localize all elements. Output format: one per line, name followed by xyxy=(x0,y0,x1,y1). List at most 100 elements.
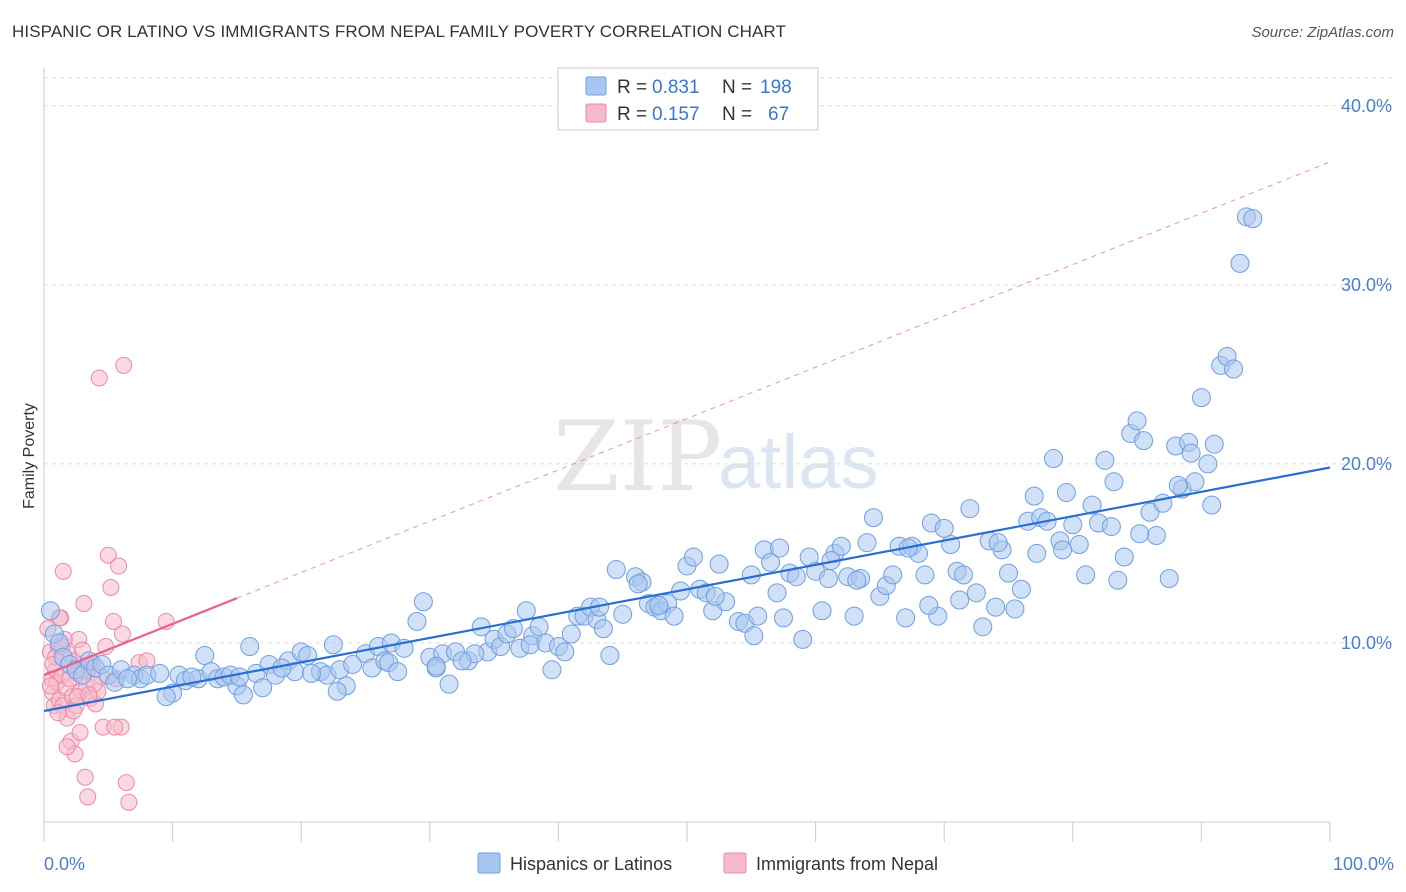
data-point-hispanic xyxy=(709,554,729,574)
legend-r-value-1: 0.831 xyxy=(652,77,700,98)
data-point-hispanic xyxy=(593,619,613,639)
data-point-hispanic xyxy=(818,568,838,588)
data-point-hispanic xyxy=(555,642,575,662)
data-point-hispanic xyxy=(1056,483,1076,503)
data-point-hispanic xyxy=(986,597,1006,617)
data-point-hispanic xyxy=(683,547,703,567)
data-point-nepal xyxy=(79,788,97,806)
data-point-nepal xyxy=(115,356,133,374)
tick-labels: 10.0% 20.0% 30.0% 40.0% 0.0% 100.0% xyxy=(44,96,1394,874)
data-point-hispanic xyxy=(1130,524,1150,544)
data-point-hispanic xyxy=(1243,209,1263,229)
data-point-hispanic xyxy=(1204,434,1224,454)
bottom-legend: Hispanics or Latinos Immigrants from Nep… xyxy=(477,852,938,874)
legend-r-value-2: 0.157 xyxy=(652,104,700,125)
data-point-hispanic xyxy=(1044,449,1064,469)
data-point-hispanic xyxy=(1224,359,1244,379)
trend-line-nepal xyxy=(43,597,238,677)
data-point-hispanic xyxy=(1108,570,1128,590)
data-point-hispanic xyxy=(1069,534,1089,554)
x-tick-label: 100.0% xyxy=(1333,854,1394,874)
data-point-hispanic xyxy=(1181,443,1201,463)
legend-n-label-2: N = xyxy=(722,104,752,125)
data-point-hispanic xyxy=(953,565,973,585)
data-point-hispanic xyxy=(863,508,883,528)
data-point-nepal xyxy=(58,738,76,756)
data-point-hispanic xyxy=(452,651,472,671)
data-point-hispanic xyxy=(628,574,648,594)
data-point-hispanic xyxy=(561,624,581,644)
watermark-atlas: atlas xyxy=(718,420,879,505)
data-point-hispanic xyxy=(1104,472,1124,492)
data-point-hispanic xyxy=(388,662,408,682)
axes xyxy=(43,68,1331,842)
data-point-hispanic xyxy=(1082,495,1102,515)
trend-lines xyxy=(43,161,1331,713)
data-point-hispanic xyxy=(1202,495,1222,515)
data-point-hispanic xyxy=(343,654,363,674)
legend: R = 0.831 N = 198 R = 0.157 N = 67 xyxy=(557,67,819,131)
data-point-hispanic xyxy=(1076,565,1096,585)
data-point-hispanic xyxy=(919,595,939,615)
data-point-hispanic xyxy=(844,606,864,626)
data-point-hispanic xyxy=(1134,431,1154,451)
data-point-hispanic xyxy=(253,678,273,698)
data-point-hispanic xyxy=(327,681,347,701)
legend-swatch-nepal xyxy=(585,103,607,123)
data-point-nepal xyxy=(90,369,108,387)
data-point-hispanic xyxy=(606,560,626,580)
data-point-hispanic xyxy=(520,635,540,655)
data-point-hispanic xyxy=(40,601,60,621)
data-point-hispanic xyxy=(999,563,1018,583)
data-point-hispanic xyxy=(613,604,633,624)
data-point-hispanic xyxy=(323,635,343,655)
data-point-hispanic xyxy=(934,518,954,538)
data-point-hispanic xyxy=(1230,253,1250,273)
data-point-nepal xyxy=(104,612,122,630)
data-point-hispanic xyxy=(883,565,903,585)
data-point-hispanic xyxy=(240,637,260,657)
data-point-hispanic xyxy=(857,533,877,553)
data-point-hispanic xyxy=(1198,454,1218,474)
data-point-hispanic xyxy=(503,619,523,639)
data-point-hispanic xyxy=(1159,568,1179,588)
data-point-hispanic xyxy=(118,669,138,689)
series-hispanic-points xyxy=(40,207,1263,707)
data-point-hispanic xyxy=(1095,450,1115,470)
legend-n-label-1: N = xyxy=(722,77,752,98)
chart-source: Source: ZipAtlas.com xyxy=(1251,24,1394,41)
data-point-hispanic xyxy=(773,608,793,628)
data-point-hispanic xyxy=(407,611,427,631)
data-point-hispanic xyxy=(150,663,170,683)
data-point-hispanic xyxy=(960,499,980,519)
data-point-hispanic xyxy=(542,660,562,680)
data-point-nepal xyxy=(41,677,59,695)
data-point-hispanic xyxy=(705,586,725,606)
data-point-hispanic xyxy=(1011,579,1031,599)
data-point-hispanic xyxy=(301,663,321,683)
legend-n-value-1: 198 xyxy=(760,77,792,98)
data-point-hispanic xyxy=(761,552,781,572)
x-tick-label: 0.0% xyxy=(44,854,85,874)
data-point-hispanic xyxy=(156,687,176,707)
data-point-hispanic xyxy=(233,685,253,705)
data-point-hispanic xyxy=(915,565,935,585)
legend-n-value-2: 67 xyxy=(768,104,789,125)
data-point-nepal xyxy=(76,768,94,786)
watermark-zip: ZIP xyxy=(553,401,722,513)
legend-swatch-hispanic xyxy=(585,76,607,96)
data-point-hispanic xyxy=(1146,526,1166,546)
data-point-nepal xyxy=(99,546,117,564)
data-point-hispanic xyxy=(600,645,620,665)
data-point-hispanic xyxy=(649,595,669,615)
data-point-hispanic xyxy=(529,617,549,637)
bottom-legend-label-nepal: Immigrants from Nepal xyxy=(756,854,938,874)
data-point-hispanic xyxy=(664,606,684,626)
data-point-nepal xyxy=(54,562,72,580)
data-point-hispanic xyxy=(1114,547,1134,567)
data-point-hispanic xyxy=(812,601,832,621)
data-point-nepal xyxy=(110,557,128,575)
y-axis-label: Family Poverty xyxy=(21,403,38,509)
data-point-hispanic xyxy=(767,583,787,603)
